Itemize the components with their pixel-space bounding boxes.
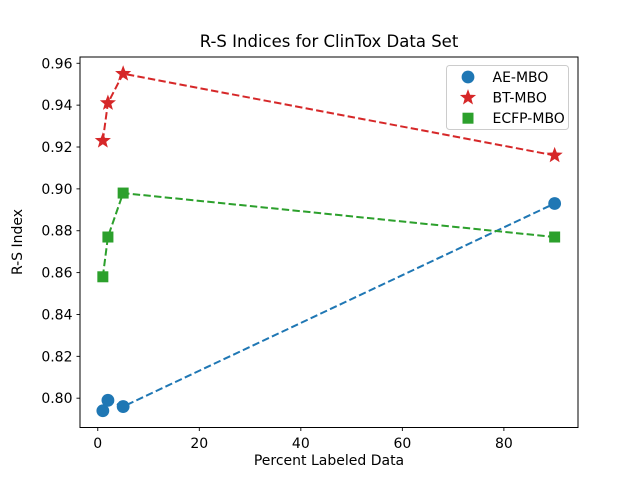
y-tick-label: 0.96 xyxy=(41,56,72,72)
y-tick-label: 0.94 xyxy=(41,98,72,114)
legend-label-ecfp-mbo: ECFP-MBO xyxy=(493,111,565,127)
circle-marker-legend-ae-mbo xyxy=(461,70,475,84)
x-tick-label: 0 xyxy=(93,436,102,452)
x-tick-label: 20 xyxy=(190,436,208,452)
star-marker-bt-mbo xyxy=(546,146,563,163)
x-tick-label: 40 xyxy=(292,436,310,452)
circle-marker-ae-mbo xyxy=(96,404,110,418)
star-marker-bt-mbo xyxy=(115,65,132,81)
square-marker-ecfp-mbo xyxy=(102,231,114,243)
legend-box xyxy=(446,65,569,130)
star-marker-bt-mbo xyxy=(94,132,111,148)
square-marker-ecfp-mbo xyxy=(97,271,109,283)
star-marker-legend-bt-mbo xyxy=(459,89,477,105)
legend-label-ae-mbo: AE-MBO xyxy=(493,70,549,86)
star-marker-bt-mbo xyxy=(99,94,116,110)
square-marker-ecfp-mbo xyxy=(117,187,129,199)
chart-title: R-S Indices for ClinTox Data Set xyxy=(200,32,459,51)
circle-marker-ae-mbo xyxy=(548,197,562,210)
y-tick-label: 0.82 xyxy=(41,349,72,365)
y-tick-label: 0.84 xyxy=(41,307,72,323)
plot-area: 0 20 40 60 80 0.80 0.82 0.84 0.86 0.88 0.90 0.92 0.9… xyxy=(41,56,579,452)
series-line-bt-mbo xyxy=(101,72,555,157)
series-line-ae-mbo xyxy=(101,202,556,412)
y-axis-label: R-S Index xyxy=(10,209,26,275)
series-line-ecfp-mbo xyxy=(101,192,555,277)
square-marker-legend-ecfp-mbo xyxy=(462,112,474,124)
y-tick-label: 0.92 xyxy=(41,140,72,156)
y-tick-label: 0.90 xyxy=(41,182,72,198)
square-marker-ecfp-mbo xyxy=(549,231,561,243)
x-axis-label: Percent Labeled Data xyxy=(254,453,404,469)
x-tick-label: 60 xyxy=(393,436,411,452)
y-tick-label: 0.80 xyxy=(41,391,72,407)
circle-marker-ae-mbo xyxy=(101,393,115,407)
circle-marker-ae-mbo xyxy=(116,400,130,413)
plot-border xyxy=(79,56,579,428)
y-tick-label: 0.88 xyxy=(41,224,72,240)
y-tick-label: 0.86 xyxy=(41,266,72,282)
x-tick-label: 80 xyxy=(495,436,513,452)
legend-label-bt-mbo: BT-MBO xyxy=(493,91,547,107)
